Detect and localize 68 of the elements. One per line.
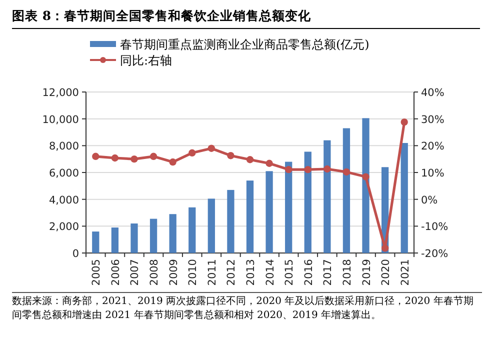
x-tick-label: 2021 bbox=[399, 259, 412, 286]
point bbox=[284, 166, 292, 174]
y-tick-label: 2,000 bbox=[48, 221, 79, 234]
point bbox=[111, 154, 119, 162]
bar bbox=[400, 142, 408, 253]
bar bbox=[304, 152, 312, 253]
x-tick-label: 2006 bbox=[110, 258, 122, 286]
x-tick-label: 2009 bbox=[168, 259, 180, 286]
legend-label: 春节期间重点监测商业企业商品零售总额(亿元) bbox=[120, 38, 370, 52]
y-tick-label: 0 bbox=[72, 248, 79, 260]
y2-tick-label: 30% bbox=[421, 114, 444, 126]
point bbox=[304, 166, 312, 174]
y-tick-label: 10,000 bbox=[42, 114, 79, 126]
x-tick-label: 2019 bbox=[360, 259, 373, 286]
point bbox=[227, 152, 234, 160]
bar bbox=[227, 190, 234, 253]
point bbox=[400, 118, 408, 126]
x-tick-label: 2011 bbox=[206, 259, 218, 286]
x-tick-label: 2015 bbox=[284, 259, 296, 286]
bar bbox=[208, 198, 215, 253]
x-tick-label: 2007 bbox=[129, 259, 142, 286]
x-tick-label: 2020 bbox=[380, 259, 392, 286]
bar bbox=[266, 171, 273, 253]
y-tick-label: 6,000 bbox=[48, 168, 79, 180]
bar bbox=[150, 218, 158, 253]
y2-tick-label: 20% bbox=[421, 140, 444, 153]
bar bbox=[188, 207, 196, 253]
y-tick-label: 8,000 bbox=[48, 140, 79, 153]
y2-tick-label: 40% bbox=[421, 87, 444, 99]
bar bbox=[92, 232, 100, 253]
y2-tick-label: 10% bbox=[421, 168, 444, 180]
point bbox=[130, 155, 138, 163]
bar bbox=[285, 162, 292, 253]
source-note: 数据来源：商务部，2021、2019 两次披露口径不同，2020 年及以后数据采用新口径，2020 年春节期间零售总额和增速由 2021 年春节期间零售总额和相对 2020、2019 年增速算出。 bbox=[12, 295, 482, 323]
point bbox=[246, 156, 254, 164]
x-tick-label: 2010 bbox=[187, 259, 200, 286]
bar bbox=[130, 223, 138, 253]
x-tick-label: 2013 bbox=[245, 259, 257, 286]
x-tick-label: 2014 bbox=[264, 258, 276, 286]
point bbox=[266, 160, 273, 167]
point bbox=[324, 165, 331, 173]
point bbox=[150, 152, 158, 160]
point bbox=[92, 152, 100, 160]
title: 图表 8：春节期间全国零售和餐饮企业销售总额变化 bbox=[12, 8, 480, 29]
x-tick-label: 2008 bbox=[148, 259, 161, 286]
point bbox=[362, 173, 370, 180]
point bbox=[381, 244, 389, 252]
legend-label: 同比:右轴 bbox=[120, 54, 172, 68]
x-tick-label: 2005 bbox=[90, 259, 103, 286]
bar bbox=[324, 140, 331, 253]
point bbox=[188, 149, 196, 157]
y-tick-label: 12,000 bbox=[42, 87, 79, 99]
y2-tick-label: -10% bbox=[421, 221, 448, 234]
y-tick-label: 4,000 bbox=[48, 194, 79, 206]
bar bbox=[342, 128, 350, 253]
point bbox=[169, 158, 176, 166]
y2-tick-label: 0% bbox=[421, 194, 438, 206]
bar bbox=[111, 228, 119, 253]
x-tick-label: 2018 bbox=[341, 259, 354, 286]
point bbox=[208, 144, 216, 152]
y2-tick-label: -20% bbox=[421, 248, 448, 260]
bar bbox=[246, 180, 254, 253]
x-tick-label: 2016 bbox=[302, 258, 315, 286]
bar bbox=[169, 214, 176, 253]
bar bbox=[362, 118, 370, 253]
x-tick-label: 2017 bbox=[322, 259, 334, 286]
point bbox=[342, 168, 350, 176]
x-tick-label: 2012 bbox=[226, 259, 238, 286]
